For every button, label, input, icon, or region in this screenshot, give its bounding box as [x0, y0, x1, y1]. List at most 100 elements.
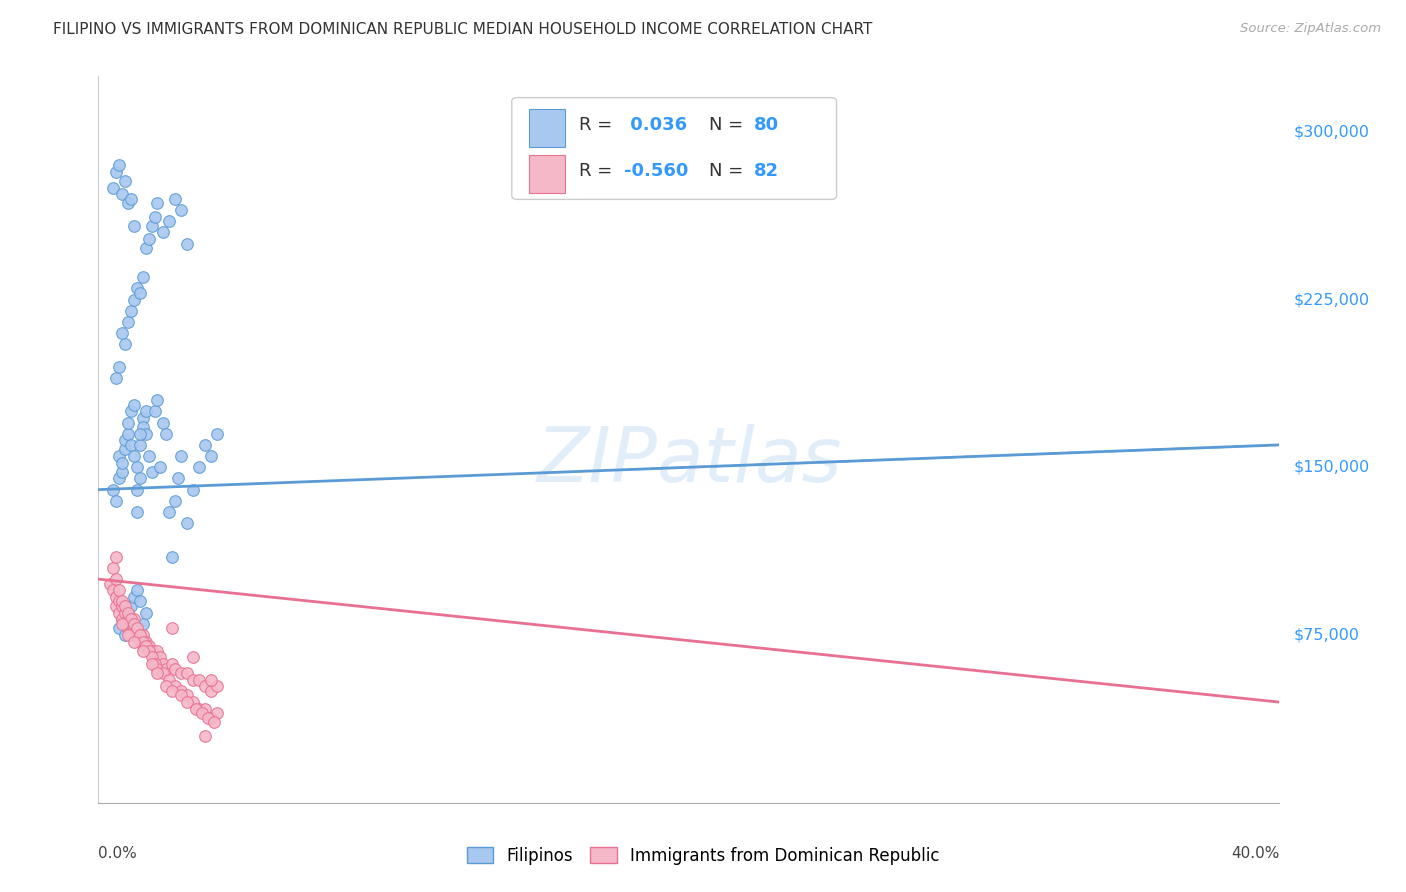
Point	[143, 404, 166, 418]
Point	[114, 434, 136, 448]
Text: $150,000: $150,000	[1294, 459, 1369, 475]
Text: ZIPatlas: ZIPatlas	[536, 424, 842, 498]
Point	[103, 561, 125, 575]
FancyBboxPatch shape	[530, 109, 565, 147]
Point	[162, 621, 183, 635]
Point	[117, 315, 139, 329]
Point	[117, 606, 139, 620]
Text: 82: 82	[754, 162, 779, 180]
Point	[108, 471, 131, 485]
Point	[205, 426, 228, 441]
Point	[105, 165, 128, 179]
Text: R =: R =	[579, 162, 613, 180]
Point	[194, 729, 217, 743]
Point	[125, 621, 148, 635]
Point	[155, 426, 177, 441]
Point	[120, 599, 142, 613]
Point	[114, 337, 136, 351]
Text: N =: N =	[709, 116, 744, 134]
Text: R =: R =	[579, 116, 613, 134]
Point	[108, 449, 131, 463]
Text: $225,000: $225,000	[1294, 292, 1369, 307]
Point	[146, 393, 169, 408]
Point	[141, 219, 163, 233]
Point	[132, 634, 155, 648]
Point	[117, 621, 139, 635]
Point	[170, 684, 193, 698]
Text: FILIPINO VS IMMIGRANTS FROM DOMINICAN REPUBLIC MEDIAN HOUSEHOLD INCOME CORRELATI: FILIPINO VS IMMIGRANTS FROM DOMINICAN RE…	[53, 22, 873, 37]
Point	[132, 411, 155, 425]
Point	[105, 590, 128, 604]
FancyBboxPatch shape	[530, 155, 565, 194]
Point	[117, 416, 139, 430]
Point	[114, 628, 136, 642]
Point	[187, 460, 209, 475]
Point	[138, 639, 160, 653]
Text: $75,000: $75,000	[1294, 628, 1360, 642]
Point	[200, 711, 222, 725]
Point	[114, 616, 136, 631]
Point	[120, 404, 142, 418]
Point	[117, 612, 139, 626]
Point	[105, 371, 128, 385]
Point	[128, 628, 150, 642]
Point	[114, 606, 136, 620]
Text: N =: N =	[709, 162, 744, 180]
Point	[146, 196, 169, 211]
Point	[135, 404, 157, 418]
Point	[167, 471, 190, 485]
Point	[176, 666, 198, 681]
Point	[135, 606, 157, 620]
Point	[98, 576, 121, 591]
Text: 40.0%: 40.0%	[1232, 847, 1279, 862]
Point	[108, 594, 131, 608]
Point	[120, 616, 142, 631]
Point	[120, 612, 142, 626]
Point	[120, 303, 142, 318]
Point	[105, 599, 128, 613]
Point	[162, 684, 183, 698]
Point	[105, 493, 128, 508]
Point	[170, 666, 193, 681]
Text: $300,000: $300,000	[1294, 124, 1369, 139]
Point	[108, 583, 131, 598]
Point	[122, 634, 145, 648]
Point	[146, 662, 169, 676]
Point	[205, 706, 228, 721]
Point	[202, 715, 225, 730]
Point	[117, 426, 139, 441]
Point	[122, 398, 145, 412]
Point	[157, 673, 180, 687]
Point	[111, 456, 134, 470]
Point	[143, 657, 166, 672]
Point	[157, 214, 180, 228]
Point	[146, 643, 169, 657]
Point	[103, 180, 125, 194]
Point	[155, 680, 177, 694]
Text: 80: 80	[754, 116, 779, 134]
Point	[125, 281, 148, 295]
Point	[122, 616, 145, 631]
Point	[105, 572, 128, 586]
Point	[184, 702, 207, 716]
Point	[111, 326, 134, 340]
Point	[128, 634, 150, 648]
Point	[132, 639, 155, 653]
Point	[162, 657, 183, 672]
Point	[103, 483, 125, 497]
Point	[165, 493, 187, 508]
Point	[181, 695, 204, 709]
Point	[122, 449, 145, 463]
Point	[114, 442, 136, 457]
Point	[122, 590, 145, 604]
Point	[194, 702, 217, 716]
Point	[170, 449, 193, 463]
Point	[135, 426, 157, 441]
Point	[191, 706, 214, 721]
Point	[111, 612, 134, 626]
Point	[181, 650, 204, 665]
Point	[114, 599, 136, 613]
Point	[125, 483, 148, 497]
Point	[200, 684, 222, 698]
Point	[187, 673, 209, 687]
